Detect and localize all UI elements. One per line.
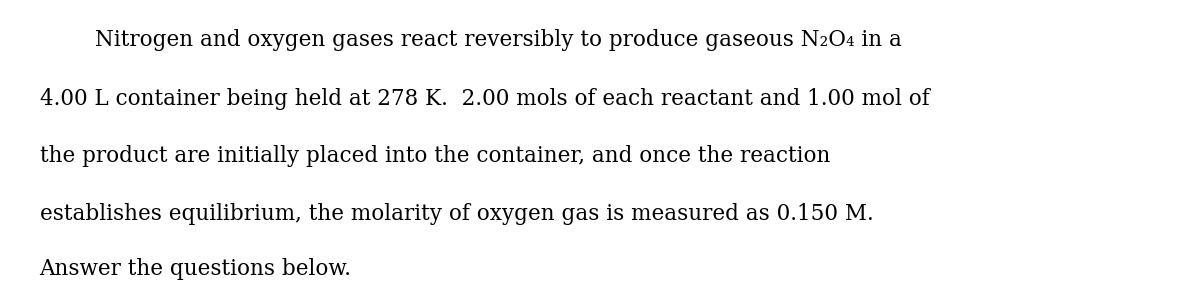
Text: establishes equilibrium, the molarity of oxygen gas is measured as 0.150 M.: establishes equilibrium, the molarity of… (40, 202, 874, 225)
Text: 4.00 L container being held at 278 K.  2.00 mols of each reactant and 1.00 mol o: 4.00 L container being held at 278 K. 2.… (40, 88, 929, 110)
Text: the product are initially placed into the container, and once the reaction: the product are initially placed into th… (40, 145, 830, 167)
Text: Nitrogen and oxygen gases react reversibly to produce gaseous N₂O₄ in a: Nitrogen and oxygen gases react reversib… (40, 29, 901, 51)
Text: Answer the questions below.: Answer the questions below. (40, 258, 352, 280)
